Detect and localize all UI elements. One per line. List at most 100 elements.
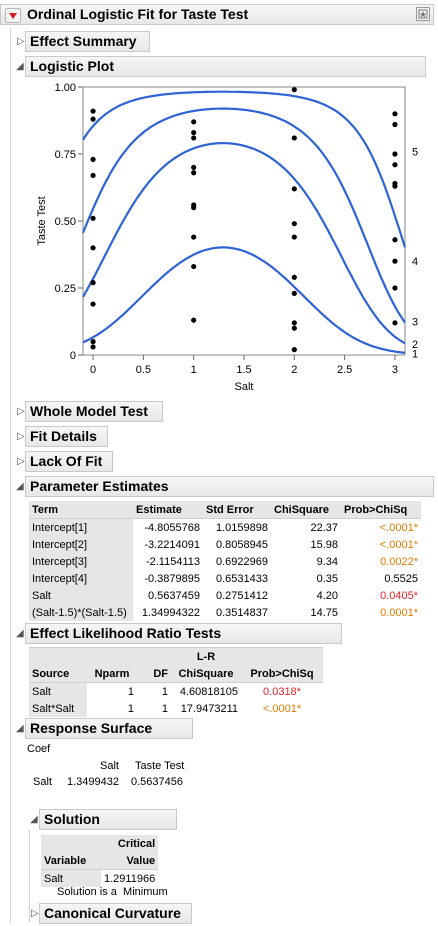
- parameter-estimates-label: Parameter Estimates: [30, 478, 169, 494]
- fitted-curve: [82, 246, 406, 354]
- data-point: [291, 274, 297, 280]
- disclosure-open-icon[interactable]: ◢: [16, 628, 24, 639]
- value-cell: 1.0159898: [216, 521, 268, 534]
- value-cell: 1: [127, 702, 134, 715]
- right-axis-label: 1: [412, 348, 418, 360]
- fit-details-header[interactable]: Fit Details: [25, 426, 108, 447]
- effect-lr-tests-header[interactable]: Effect Likelihood Ratio Tests: [25, 623, 342, 644]
- disclosure-closed-icon[interactable]: ▷: [17, 406, 25, 417]
- value-cell: 1.34994322: [141, 606, 200, 619]
- column-header: Source: [32, 667, 70, 680]
- y-tick-label: 0.50: [55, 216, 76, 228]
- y-axis-label: Taste Test: [36, 196, 48, 245]
- data-point: [90, 344, 96, 350]
- parameter-estimates-header[interactable]: Parameter Estimates: [25, 476, 434, 497]
- column-header: Estimate: [133, 501, 203, 519]
- value-cell: 9.34: [316, 555, 338, 568]
- solution-note: Solution is a Minimum: [57, 886, 168, 898]
- report-options-icon[interactable]: [416, 7, 430, 21]
- value-cell: 1: [161, 685, 168, 698]
- value-cell: 0.0318*: [263, 685, 301, 698]
- data-point: [90, 245, 96, 251]
- y-tick-label: 0.25: [55, 283, 76, 295]
- disclosure-open-icon[interactable]: ◢: [30, 814, 38, 825]
- value-cell: 0.35: [316, 572, 338, 585]
- value-cell: 15.98: [310, 538, 338, 551]
- source-cell: Salt*Salt: [29, 700, 87, 717]
- effect-summary-header[interactable]: Effect Summary: [25, 31, 150, 52]
- logistic-plot-chart: 0 0.25 0.50 0.75 1.00 0 0.5 1 1.5 2 2.5 3 Salt Taste …: [36, 82, 418, 393]
- column-header-top: L-R: [196, 650, 216, 663]
- solution-header[interactable]: Solution: [39, 809, 177, 830]
- disclosure-closed-icon[interactable]: ▷: [17, 36, 25, 47]
- fitted-curve: [81, 107, 406, 324]
- disclosure-closed-icon[interactable]: ▷: [31, 908, 39, 919]
- y-tick-label: 0: [70, 350, 76, 362]
- coef-value-taste: 0.5637456: [131, 776, 183, 788]
- coef-col-header-salt: Salt: [100, 760, 119, 772]
- term-cell: Intercept[2]: [29, 536, 133, 553]
- data-point: [392, 111, 398, 117]
- table-row: (Salt-1.5)*(Salt-1.5) 1.34994322 0.3514837…: [29, 604, 421, 621]
- coef-label: Coef: [27, 743, 51, 755]
- disclosure-open-icon[interactable]: ◢: [16, 481, 24, 492]
- value-cell: 0.0405*: [380, 589, 418, 602]
- whole-model-test-header[interactable]: Whole Model Test: [25, 401, 163, 422]
- disclosure-closed-icon[interactable]: ▷: [17, 431, 25, 442]
- response-surface-header[interactable]: Response Surface: [25, 718, 193, 739]
- effect-summary-label: Effect Summary: [30, 33, 137, 49]
- data-point: [392, 183, 398, 189]
- data-point: [191, 135, 197, 141]
- x-tick-label: 2.5: [337, 364, 352, 376]
- table-row: Salt 0.5637459 0.2751412 4.20 0.0405*: [29, 587, 421, 604]
- data-point: [291, 325, 297, 331]
- value-cell: 0.5525: [384, 572, 418, 585]
- logistic-plot-header[interactable]: Logistic Plot: [25, 56, 426, 77]
- x-tick-label: 1: [191, 364, 197, 376]
- right-axis-label: 4: [412, 256, 418, 268]
- data-point: [291, 290, 297, 296]
- right-axis-label: 2: [412, 339, 418, 351]
- data-point: [191, 119, 197, 125]
- term-cell: Intercept[4]: [29, 570, 133, 587]
- x-axis-label: Salt: [235, 381, 254, 393]
- solution-table: Critical Variable Value Salt 1.2911966: [41, 835, 159, 887]
- data-point: [291, 320, 297, 326]
- lack-of-fit-header[interactable]: Lack Of Fit: [25, 451, 113, 472]
- outline-guide: [10, 28, 11, 923]
- value-cell: -3.2214091: [144, 538, 200, 551]
- data-point: [291, 221, 297, 227]
- value-cell: 0.6922969: [216, 555, 268, 568]
- column-header: Nparm: [94, 667, 130, 680]
- disclosure-open-icon[interactable]: ◢: [16, 61, 24, 72]
- response-surface-label: Response Surface: [30, 720, 153, 736]
- value-cell: 0.0022*: [380, 555, 418, 568]
- column-header: Std Error: [203, 501, 271, 519]
- value-cell: 4.60818105: [179, 685, 238, 698]
- column-header: DF: [153, 667, 168, 680]
- table-row: Salt*Salt 1 1 17.9473211 <.0001*: [29, 700, 323, 717]
- data-point: [191, 129, 197, 136]
- value-cell: <.0001*: [379, 521, 418, 534]
- data-point: [191, 205, 197, 211]
- disclosure-open-icon[interactable]: ◢: [16, 723, 24, 734]
- value-cell: 1: [161, 702, 168, 715]
- data-point: [291, 135, 297, 141]
- data-point: [392, 162, 398, 168]
- parameter-estimates-table: Term Estimate Std Error ChiSquare Prob>C…: [29, 501, 421, 621]
- canonical-curvature-label: Canonical Curvature: [44, 905, 181, 921]
- canonical-curvature-header[interactable]: Canonical Curvature: [39, 903, 192, 924]
- report-title-bar: Ordinal Logistic Fit for Taste Test: [0, 4, 434, 25]
- data-point: [392, 285, 398, 291]
- value-cell: 0.6531433: [216, 572, 268, 585]
- value-cell: 4.20: [316, 589, 338, 602]
- disclosure-closed-icon[interactable]: ▷: [17, 456, 25, 467]
- term-cell: Intercept[3]: [29, 553, 133, 570]
- lr-tests-table-wrap: L-R Source Nparm DF ChiSquare Prob>ChiSq…: [29, 647, 323, 717]
- table-row: Intercept[4] -0.3879895 0.6531433 0.35 0.552…: [29, 570, 421, 587]
- solution-label: Solution: [44, 811, 100, 827]
- table-row: Intercept[3] -2.1154113 0.6922969 9.34 0.002…: [29, 553, 421, 570]
- effect-lr-tests-label: Effect Likelihood Ratio Tests: [30, 625, 222, 641]
- data-point: [392, 121, 398, 128]
- red-triangle-menu-icon[interactable]: [5, 8, 21, 23]
